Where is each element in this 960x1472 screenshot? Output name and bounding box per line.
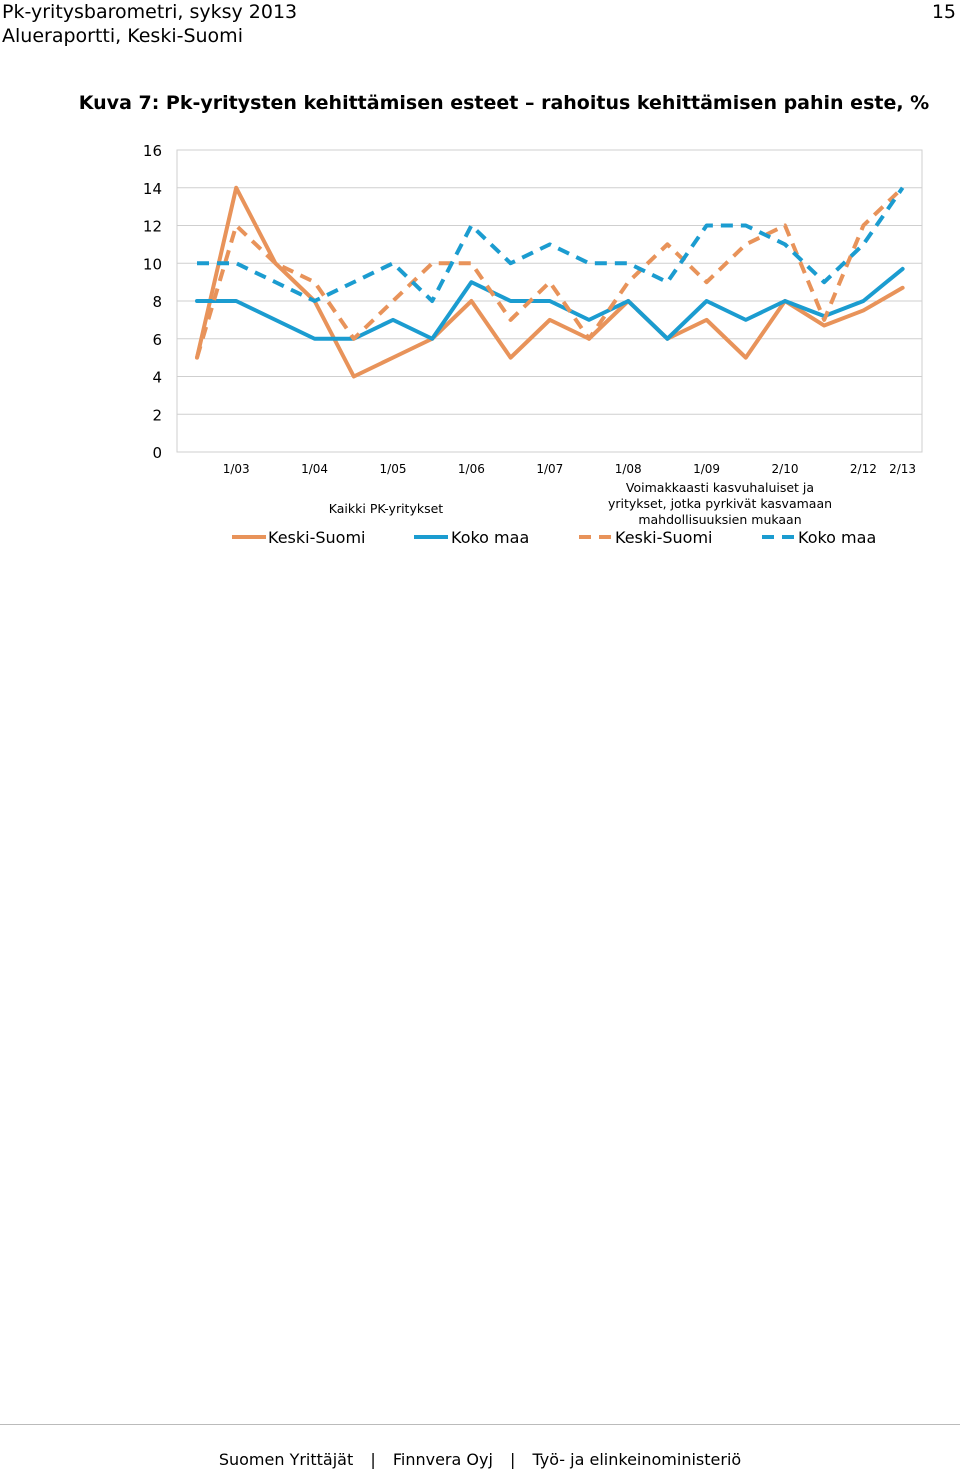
y-tick-label: 2 [152,406,162,424]
y-tick-label: 0 [152,444,162,462]
x-tick-label: 2/12 [850,462,877,476]
legend-label-2: Keski-Suomi [615,528,712,547]
x-tick-label: 1/04 [301,462,328,476]
figure-title: Kuva 7: Pk-yritysten kehittämisen esteet… [78,92,930,114]
footer-item-tem: Työ- ja elinkeinoministeriö [532,1450,742,1469]
footer: Suomen Yrittäjät | Finnvera Oyj | Työ- j… [0,1450,960,1469]
x-tick-label: 1/03 [223,462,250,476]
series-line-kasvuhaluiset-2 [195,186,904,359]
series-line-kaikki-1 [195,266,905,341]
x-tick-label: 1/07 [536,462,563,476]
y-tick-label: 14 [143,180,162,198]
y-tick-label: 6 [152,331,162,349]
legend-label-3: Koko maa [798,528,876,547]
x-tick-label: 1/09 [693,462,720,476]
legend-group-label-all: Kaikki PK-yritykset [329,501,443,516]
x-tick-label: 1/08 [615,462,642,476]
x-tick-label: 1/05 [380,462,407,476]
footer-item-suomen-yrittajat: Suomen Yrittäjät [218,1450,354,1469]
footer-item-finnvera: Finnvera Oyj [392,1450,493,1469]
header-line-2: Alueraportti, Keski-Suomi [2,25,243,47]
y-tick-label: 8 [152,293,162,311]
footer-separator: | [509,1450,516,1469]
footer-divider [0,1424,960,1425]
footer-separator: | [370,1450,376,1469]
y-tick-label: 10 [143,255,162,273]
page-number: 15 [931,1,956,23]
series-line-kasvuhaluiset-3 [197,186,905,303]
legend-label-1: Koko maa [451,528,529,547]
x-tick-label: 2/10 [772,462,799,476]
header-line-1: Pk-yritysbarometri, syksy 2013 [2,1,298,23]
line-chart: 0 2 4 6 8 10 12 14 16 1/03 1/04 1/05 1/06 1/07 1/08 1/0… [143,142,923,547]
y-tick-label: 16 [143,142,162,160]
x-tick-label: 2/13 [889,462,916,476]
x-tick-label: 1/06 [458,462,485,476]
y-tick-label: 4 [152,369,162,387]
legend-label-0: Keski-Suomi [268,528,365,547]
y-tick-label: 12 [143,218,162,236]
series-line-kaikki-0 [195,185,905,379]
report-header: Pk-yritysbarometri, syksy 2013 Aluerapor… [2,0,297,48]
legend-group-label-growth: Voimakkaasti kasvuhaluiset ja yritykset, … [608,480,832,527]
